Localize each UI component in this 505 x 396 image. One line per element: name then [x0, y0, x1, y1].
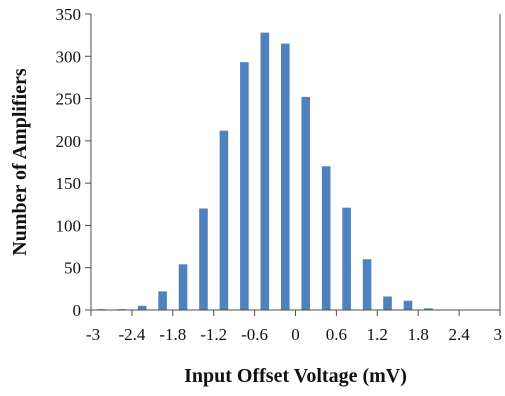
histogram-bar: [301, 96, 311, 310]
y-tick-label: 150: [56, 174, 82, 193]
histogram-bar: [383, 296, 392, 310]
x-tick-label: 0: [291, 325, 300, 344]
histogram-bar: [240, 62, 249, 311]
histogram-bar: [424, 308, 433, 310]
y-tick-label: 50: [64, 259, 81, 278]
histogram-bar: [219, 130, 229, 310]
histogram-bar: [199, 208, 208, 310]
x-tick-label: 2.4: [448, 325, 470, 344]
x-tick-label: -2.4: [118, 325, 145, 344]
x-tick-label: -3: [86, 325, 100, 344]
x-tick-label: 0.6: [326, 325, 347, 344]
axes: [85, 13, 501, 316]
histogram-bar: [158, 291, 167, 310]
y-tick-label: 100: [56, 216, 82, 235]
histogram-bar: [280, 43, 290, 310]
histogram-bar: [178, 264, 188, 310]
y-tick-label: 300: [56, 47, 82, 66]
histogram-bar: [260, 32, 270, 311]
x-tick-label: 3: [494, 325, 503, 344]
histogram-bar: [403, 300, 413, 310]
x-tick-label: -0.6: [241, 325, 268, 344]
x-tick-label: 1.2: [367, 325, 388, 344]
bar-series: [96, 32, 433, 311]
histogram-bar: [137, 305, 147, 310]
y-tick-label: 0: [73, 301, 82, 320]
x-axis-title: Input Offset Voltage (mV): [184, 365, 407, 387]
histogram-bar: [321, 166, 331, 310]
histogram-bar: [362, 259, 372, 310]
y-tick-labels: 0 50 100 150 200 250 300 350: [56, 5, 82, 320]
y-tick-label: 350: [56, 5, 82, 24]
x-tick-label: -1.2: [200, 325, 227, 344]
x-tick-labels: -3 -2.4 -1.8 -1.2 -0.6 0 0.6 1.2 1.8 2.4 3: [86, 325, 502, 344]
histogram-bar: [342, 207, 351, 310]
x-tick-label: -1.8: [159, 325, 186, 344]
y-tick-label: 250: [56, 90, 82, 109]
x-tick-label: 1.8: [408, 325, 429, 344]
y-tick-label: 200: [56, 132, 82, 151]
y-axis-title: Number of Amplifiers: [9, 68, 31, 256]
